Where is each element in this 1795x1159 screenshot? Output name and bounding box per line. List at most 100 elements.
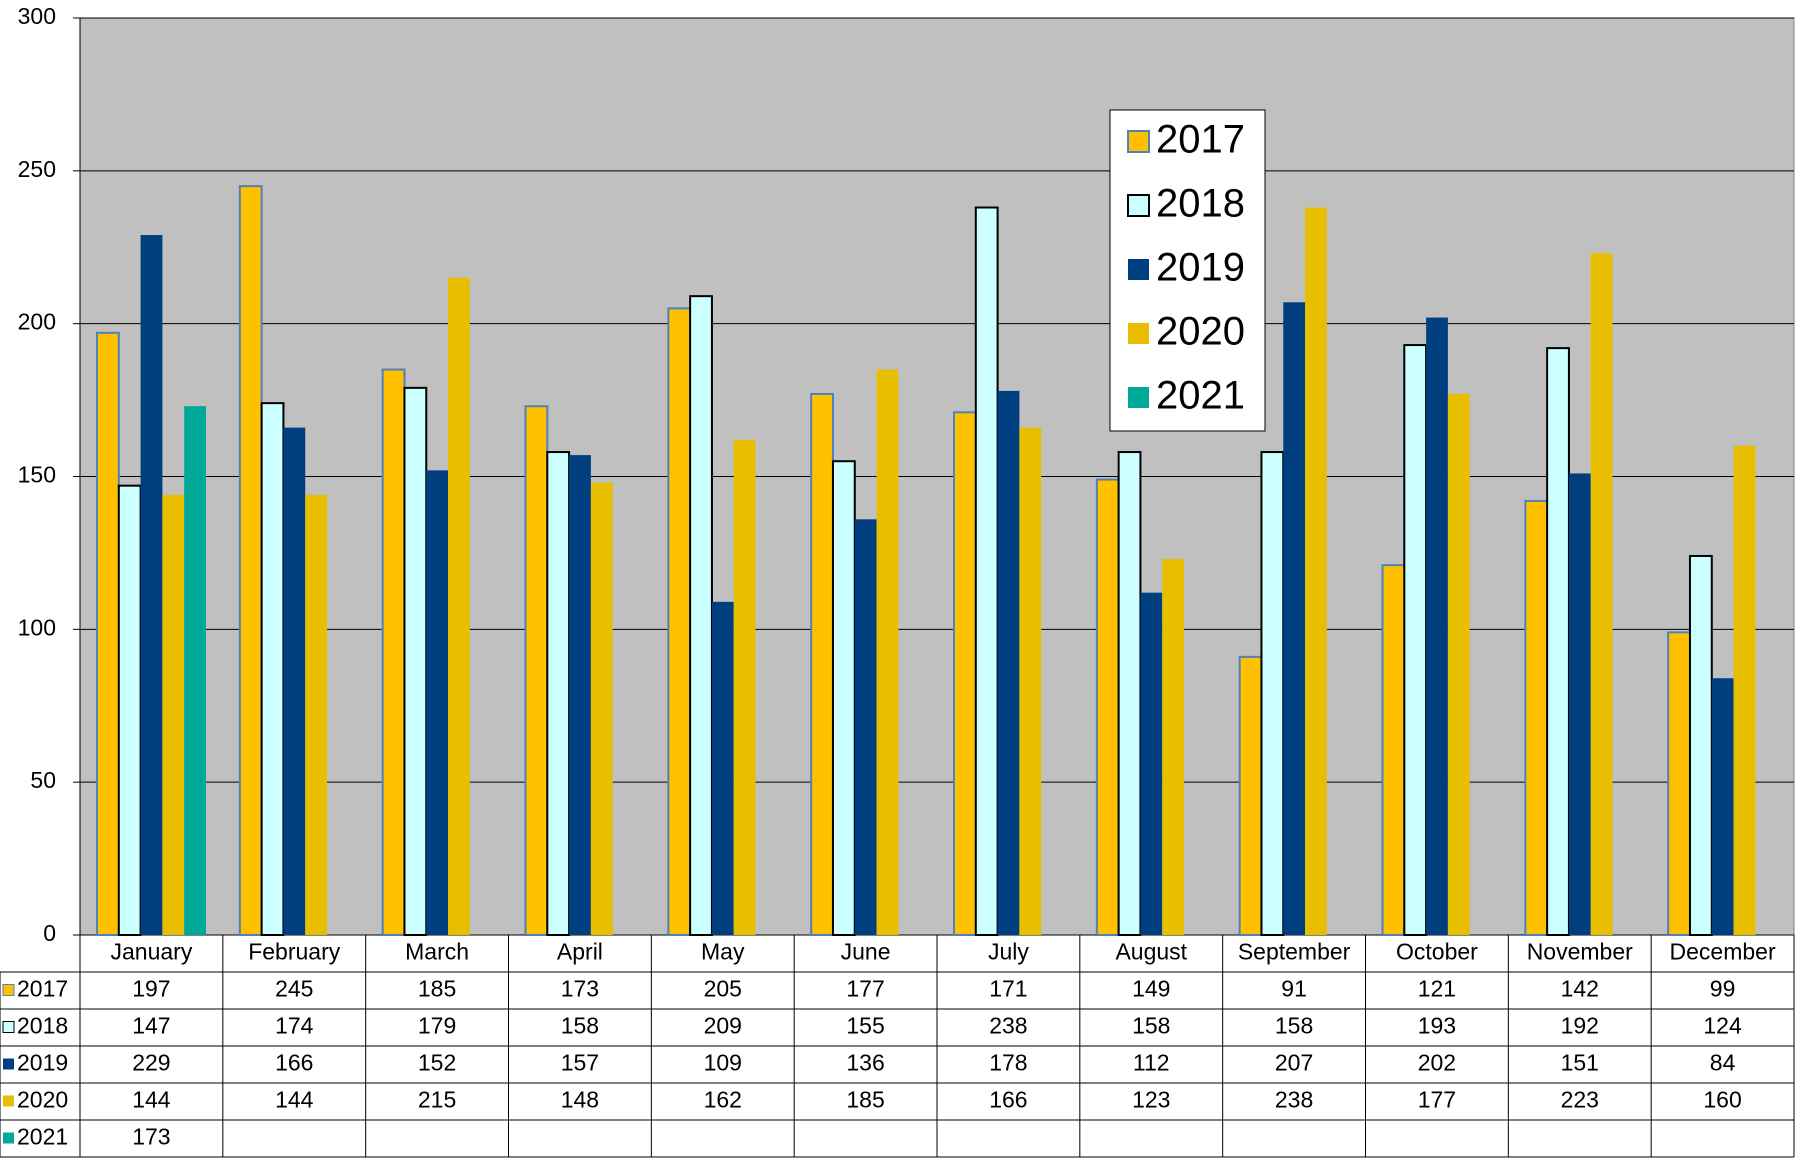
bar [1095,478,1120,936]
table-value: 166 [275,1050,313,1076]
bar [381,368,406,936]
legend-label: 2021 [1156,374,1245,418]
table-value: 136 [846,1050,884,1076]
table-value: 99 [1710,976,1736,1002]
table-value: 207 [1275,1050,1313,1076]
table-value: 205 [704,976,742,1002]
table-value: 223 [1561,1087,1599,1113]
table-value: 185 [418,976,456,1002]
bar [590,482,613,935]
x-tick-label: February [248,939,341,965]
bar [1546,347,1570,936]
table-value: 238 [1275,1087,1313,1113]
table-value: 157 [561,1050,599,1076]
bar [1733,445,1756,935]
y-tick-label: 300 [18,3,56,29]
table-legend-swatch [3,1058,14,1070]
bar [953,411,977,936]
y-tick-label: 250 [18,156,56,182]
bar [876,369,899,935]
x-tick-label: June [841,939,891,965]
bar [1260,451,1285,936]
bar [1667,631,1691,936]
table-value: 192 [1561,1013,1599,1039]
x-tick-label: August [1115,939,1187,965]
y-tick-label: 50 [30,767,56,793]
table-value: 109 [704,1050,742,1076]
y-tick-label: 150 [18,462,56,488]
table-value: 178 [989,1050,1027,1076]
table-value: 209 [704,1013,742,1039]
bar [140,235,163,936]
table-value: 197 [132,976,170,1002]
table-value: 155 [846,1013,884,1039]
table-value: 238 [989,1013,1027,1039]
y-tick-label: 0 [43,920,56,946]
bar [733,439,756,935]
table-legend-swatch [3,1132,14,1144]
table-value: 144 [132,1087,171,1113]
table-value: 193 [1418,1013,1456,1039]
table-value: 121 [1418,976,1456,1002]
legend-swatch [1128,259,1149,280]
y-tick-label: 100 [18,614,56,640]
bar [1019,427,1042,935]
table-row-label: 2021 [17,1124,68,1150]
table-legend-swatch [3,1095,14,1107]
table-value: 84 [1710,1050,1736,1076]
bar [1238,655,1263,936]
bar [238,185,263,937]
table-value: 144 [275,1087,314,1113]
bar [1568,473,1591,935]
bar [1403,344,1428,936]
x-tick-label: September [1238,939,1351,965]
table-value: 158 [561,1013,599,1039]
table-value: 245 [275,976,313,1002]
legend-label: 2018 [1156,182,1245,226]
table-value: 173 [132,1124,170,1150]
bar [1140,592,1163,935]
bar [997,390,1020,935]
table-row-label: 2020 [17,1087,68,1113]
x-tick-label: October [1396,939,1478,965]
table-value: 158 [1275,1013,1313,1039]
bar [1590,253,1613,935]
bar [1283,302,1306,935]
bar [403,386,428,936]
table-value: 162 [704,1087,742,1113]
bar [305,494,328,935]
bar [689,295,713,936]
table-value: 160 [1703,1087,1741,1113]
x-tick-label: May [701,939,745,965]
bar [667,307,692,936]
table-value: 152 [418,1050,456,1076]
bar [1711,678,1734,935]
table-row-label: 2019 [17,1050,68,1076]
table-value: 171 [989,976,1027,1002]
bar [711,601,734,935]
bar [1117,451,1142,936]
legend-swatch [1127,130,1150,153]
table-value: 124 [1703,1013,1742,1039]
legend-label: 2017 [1156,118,1245,162]
bar [546,451,571,936]
table-value: 158 [1132,1013,1170,1039]
table-value: 174 [275,1013,314,1039]
table-value: 177 [846,976,884,1002]
table-row-label: 2017 [17,976,68,1002]
table-value: 149 [1132,976,1170,1002]
bar [426,470,449,935]
table-value: 215 [418,1087,456,1113]
bar [1381,564,1406,936]
table-legend-swatch [2,984,15,996]
table-value: 112 [1133,1050,1170,1076]
bar [448,277,470,936]
table-value: 229 [132,1050,170,1076]
table-value: 166 [989,1087,1027,1113]
bar [1688,554,1713,936]
bar [184,406,206,935]
bar [117,484,142,936]
bar [810,392,834,937]
table-row-label: 2018 [17,1013,68,1039]
bar [1426,317,1448,935]
